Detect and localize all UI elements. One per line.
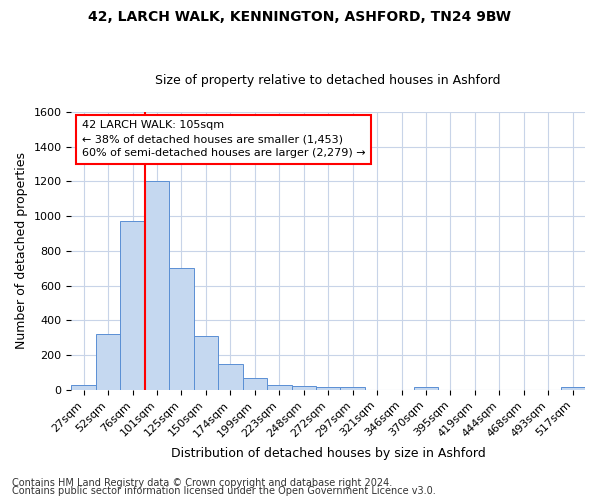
Bar bbox=[414, 388, 438, 390]
Bar bbox=[169, 268, 194, 390]
Bar bbox=[96, 334, 121, 390]
Bar bbox=[267, 384, 292, 390]
Text: Contains public sector information licensed under the Open Government Licence v3: Contains public sector information licen… bbox=[12, 486, 436, 496]
Bar bbox=[560, 388, 585, 390]
Bar bbox=[316, 388, 340, 390]
X-axis label: Distribution of detached houses by size in Ashford: Distribution of detached houses by size … bbox=[171, 447, 485, 460]
Text: Contains HM Land Registry data © Crown copyright and database right 2024.: Contains HM Land Registry data © Crown c… bbox=[12, 478, 392, 488]
Bar bbox=[71, 384, 96, 390]
Bar bbox=[121, 222, 145, 390]
Title: Size of property relative to detached houses in Ashford: Size of property relative to detached ho… bbox=[155, 74, 501, 87]
Bar bbox=[340, 388, 365, 390]
Text: 42, LARCH WALK, KENNINGTON, ASHFORD, TN24 9BW: 42, LARCH WALK, KENNINGTON, ASHFORD, TN2… bbox=[89, 10, 511, 24]
Bar bbox=[218, 364, 242, 390]
Text: 42 LARCH WALK: 105sqm
← 38% of detached houses are smaller (1,453)
60% of semi-d: 42 LARCH WALK: 105sqm ← 38% of detached … bbox=[82, 120, 365, 158]
Bar bbox=[194, 336, 218, 390]
Bar bbox=[145, 182, 169, 390]
Bar bbox=[242, 378, 267, 390]
Bar bbox=[292, 386, 316, 390]
Y-axis label: Number of detached properties: Number of detached properties bbox=[15, 152, 28, 350]
